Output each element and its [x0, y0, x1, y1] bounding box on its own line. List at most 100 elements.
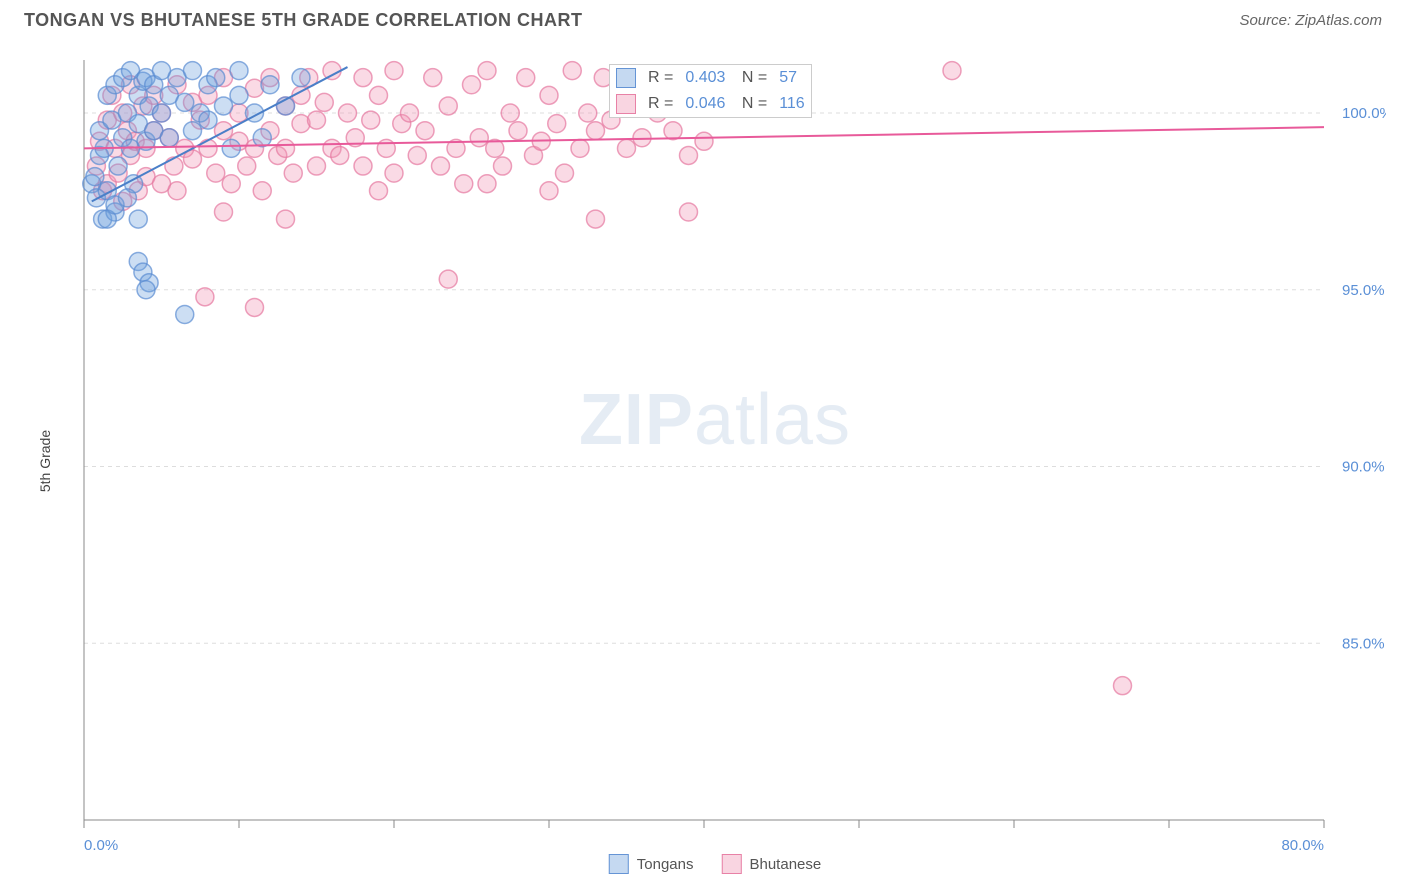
legend-r-value: 0.403 [679, 65, 731, 91]
data-point [184, 62, 202, 80]
data-point [362, 111, 380, 129]
data-point [284, 164, 302, 182]
data-point [253, 182, 271, 200]
data-point [571, 139, 589, 157]
svg-text:95.0%: 95.0% [1342, 282, 1385, 299]
data-point [261, 76, 279, 94]
y-axis-label: 5th Grade [37, 430, 53, 492]
data-point [385, 62, 403, 80]
data-point [292, 69, 310, 87]
data-point [556, 164, 574, 182]
data-point [478, 175, 496, 193]
data-point [222, 139, 240, 157]
data-point [109, 157, 127, 175]
data-point [563, 62, 581, 80]
data-point [207, 164, 225, 182]
legend-r-label: R = [642, 65, 679, 91]
data-point [160, 129, 178, 147]
data-point [199, 139, 217, 157]
data-point [680, 146, 698, 164]
data-point [540, 182, 558, 200]
swatch-blue-icon [609, 854, 629, 874]
data-point [86, 168, 104, 186]
data-point [540, 86, 558, 104]
data-point [238, 157, 256, 175]
data-point [176, 93, 194, 111]
data-point [323, 62, 341, 80]
legend-item-bhutanese: Bhutanese [721, 854, 821, 874]
legend-row-tongans: R = 0.403 N = 57 [610, 65, 811, 91]
data-point [277, 139, 295, 157]
data-point [137, 281, 155, 299]
chart-area: 5th Grade 85.0%90.0%95.0%100.0%0.0%80.0%… [44, 50, 1386, 872]
data-point [199, 111, 217, 129]
data-point [129, 210, 147, 228]
data-point [455, 175, 473, 193]
data-point [401, 104, 419, 122]
data-point [253, 129, 271, 147]
data-point [215, 203, 233, 221]
data-point [1114, 677, 1132, 695]
data-point [416, 122, 434, 140]
chart-header: TONGAN VS BHUTANESE 5TH GRADE CORRELATIO… [0, 0, 1406, 39]
data-point [308, 111, 326, 129]
legend-n-value: 116 [773, 91, 811, 117]
data-point [432, 157, 450, 175]
legend-n-label: N = [731, 65, 773, 91]
data-point [501, 104, 519, 122]
series-legend: Tongans Bhutanese [609, 854, 821, 874]
data-point [377, 139, 395, 157]
data-point [439, 97, 457, 115]
data-point [246, 298, 264, 316]
svg-text:0.0%: 0.0% [84, 837, 118, 854]
chart-title: TONGAN VS BHUTANESE 5TH GRADE CORRELATIO… [24, 10, 583, 31]
data-point [184, 122, 202, 140]
data-point [509, 122, 527, 140]
scatter-plot-svg: 85.0%90.0%95.0%100.0%0.0%80.0% [44, 50, 1386, 860]
data-point [680, 203, 698, 221]
svg-text:80.0%: 80.0% [1281, 837, 1324, 854]
data-point [463, 76, 481, 94]
data-point [153, 104, 171, 122]
data-point [215, 122, 233, 140]
data-point [196, 288, 214, 306]
swatch-pink-icon [721, 854, 741, 874]
data-point [695, 132, 713, 150]
chart-source: Source: ZipAtlas.com [1239, 12, 1382, 29]
data-point [494, 157, 512, 175]
data-point [165, 157, 183, 175]
data-point [943, 62, 961, 80]
svg-text:90.0%: 90.0% [1342, 459, 1385, 476]
data-point [207, 69, 225, 87]
data-point [230, 62, 248, 80]
data-point [230, 86, 248, 104]
data-point [587, 122, 605, 140]
data-point [308, 157, 326, 175]
data-point [517, 69, 535, 87]
data-point [478, 62, 496, 80]
legend-label: Tongans [637, 856, 694, 873]
data-point [548, 115, 566, 133]
data-point [315, 93, 333, 111]
data-point [470, 129, 488, 147]
correlation-legend: R = 0.403 N = 57 R = 0.046 N = 116 [609, 64, 812, 118]
swatch-pink-icon [616, 94, 636, 114]
svg-text:100.0%: 100.0% [1342, 105, 1386, 122]
legend-label: Bhutanese [749, 856, 821, 873]
data-point [664, 122, 682, 140]
swatch-blue-icon [616, 68, 636, 88]
data-point [370, 86, 388, 104]
legend-n-value: 57 [773, 65, 811, 91]
data-point [618, 139, 636, 157]
data-point [424, 69, 442, 87]
data-point [222, 175, 240, 193]
data-point [587, 210, 605, 228]
legend-n-label: N = [731, 91, 773, 117]
data-point [339, 104, 357, 122]
legend-item-tongans: Tongans [609, 854, 694, 874]
data-point [277, 210, 295, 228]
data-point [118, 189, 136, 207]
data-point [354, 69, 372, 87]
data-point [215, 97, 233, 115]
legend-r-label: R = [642, 91, 679, 117]
